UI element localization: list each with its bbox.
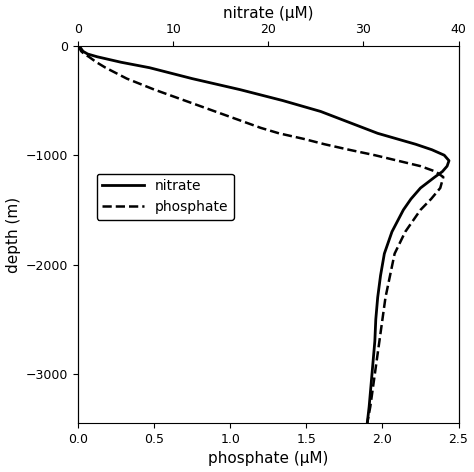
phosphate [418, 207, 423, 213]
nitrate [382, 251, 387, 256]
nitrate [373, 316, 379, 322]
phosphate [365, 421, 370, 426]
phosphate [243, 119, 248, 125]
phosphate [383, 295, 388, 300]
phosphate [94, 59, 100, 65]
nitrate [446, 158, 452, 163]
nitrate [389, 229, 395, 235]
Legend: nitrate, phosphate: nitrate, phosphate [97, 174, 234, 219]
phosphate [258, 125, 264, 131]
nitrate [190, 76, 195, 82]
phosphate [372, 152, 378, 158]
phosphate [395, 158, 401, 163]
nitrate [346, 119, 352, 125]
phosphate [418, 163, 423, 169]
phosphate [367, 404, 373, 410]
phosphate [78, 49, 84, 54]
nitrate [375, 130, 381, 136]
phosphate [387, 273, 393, 278]
phosphate [77, 46, 82, 51]
phosphate [374, 360, 379, 366]
phosphate [82, 51, 87, 57]
nitrate [439, 169, 445, 175]
nitrate [76, 43, 82, 49]
nitrate [237, 87, 243, 93]
phosphate [75, 43, 81, 49]
phosphate [392, 251, 398, 256]
nitrate [394, 136, 400, 142]
phosphate [212, 109, 218, 114]
nitrate [280, 98, 285, 103]
nitrate [408, 196, 414, 202]
phosphate [346, 147, 352, 152]
phosphate [151, 87, 157, 93]
nitrate [372, 338, 378, 344]
nitrate [375, 295, 381, 300]
nitrate [413, 142, 419, 147]
phosphate [402, 229, 408, 235]
phosphate [440, 174, 446, 180]
Line: phosphate: phosphate [78, 46, 443, 423]
phosphate [86, 54, 91, 59]
nitrate [85, 51, 91, 57]
nitrate [429, 147, 435, 152]
X-axis label: nitrate (μM): nitrate (μM) [223, 6, 314, 21]
phosphate [433, 169, 438, 175]
phosphate [380, 316, 385, 322]
phosphate [438, 185, 443, 191]
nitrate [365, 421, 370, 426]
phosphate [371, 382, 376, 388]
nitrate [146, 65, 152, 70]
nitrate [80, 49, 86, 54]
nitrate [378, 273, 383, 278]
phosphate [103, 65, 109, 70]
Line: nitrate: nitrate [79, 46, 449, 423]
phosphate [322, 142, 328, 147]
nitrate [361, 125, 366, 131]
phosphate [182, 98, 188, 103]
phosphate [276, 130, 282, 136]
nitrate [318, 109, 323, 114]
nitrate [366, 404, 372, 410]
nitrate [370, 360, 376, 366]
nitrate [368, 382, 374, 388]
nitrate [441, 152, 447, 158]
phosphate [301, 136, 306, 142]
nitrate [418, 185, 423, 191]
nitrate [401, 207, 406, 213]
X-axis label: phosphate (μM): phosphate (μM) [208, 451, 328, 466]
nitrate [444, 163, 450, 169]
phosphate [124, 76, 130, 82]
phosphate [428, 196, 434, 202]
nitrate [118, 59, 124, 65]
nitrate [432, 174, 438, 180]
Y-axis label: depth (m): depth (m) [6, 196, 20, 272]
nitrate [94, 54, 100, 59]
nitrate [78, 46, 84, 51]
phosphate [376, 338, 382, 344]
